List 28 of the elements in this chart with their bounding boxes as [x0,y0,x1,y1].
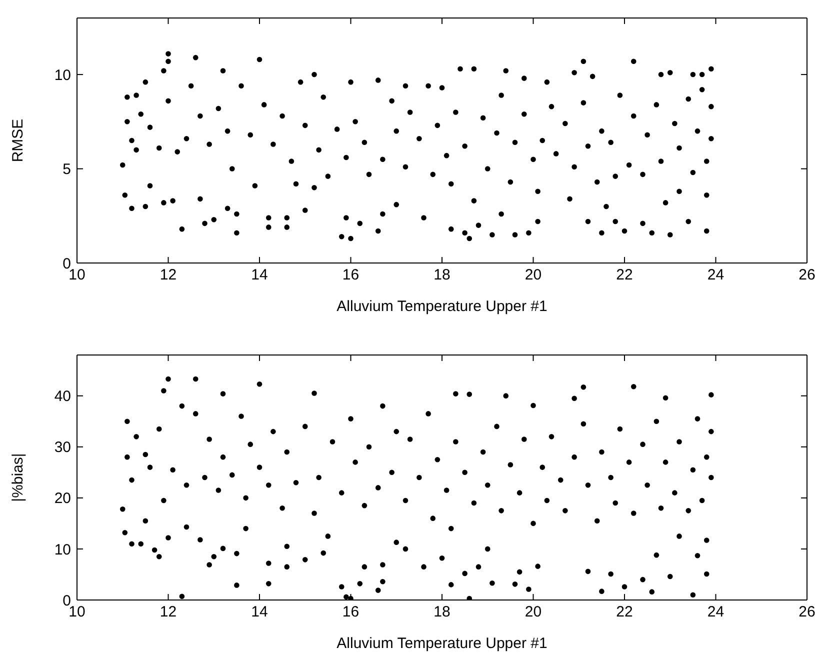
x-tick-label: 26 [798,604,815,621]
y-tick-label: 20 [54,490,71,508]
x-tick-label: 20 [524,604,542,621]
x-tick-label: 24 [707,266,724,284]
y-tick-label: 40 [54,388,71,406]
y-axis-title: |%bias| [9,453,26,502]
x-tick-label: 14 [251,266,268,284]
y-axis-title: RMSE [9,118,26,162]
x-tick-label: 22 [616,266,633,284]
y-tick-label: 10 [54,541,71,558]
x-tick-label: 18 [434,604,450,621]
x-axis-title: Alluvium Temperature Upper #1 [336,298,548,315]
y-tick-label: 5 [62,161,71,178]
y-tick-label: 30 [54,439,71,456]
x-tick-label: 18 [434,266,450,284]
x-tick-label: 16 [342,266,360,284]
x-tick-label: 24 [707,604,724,621]
x-axis-title: Alluvium Temperature Upper #1 [336,635,548,652]
y-tick-label: 0 [62,592,71,610]
x-tick-label: 12 [160,604,177,621]
x-tick-label: 16 [342,604,360,621]
x-tick-label: 22 [616,604,633,621]
y-tick-label: 0 [62,255,71,272]
y-tick-label: 10 [54,66,71,84]
x-tick-label: 12 [160,266,177,284]
x-tick-label: 14 [251,604,268,621]
x-tick-label: 20 [524,266,542,284]
x-tick-label: 26 [798,266,815,284]
